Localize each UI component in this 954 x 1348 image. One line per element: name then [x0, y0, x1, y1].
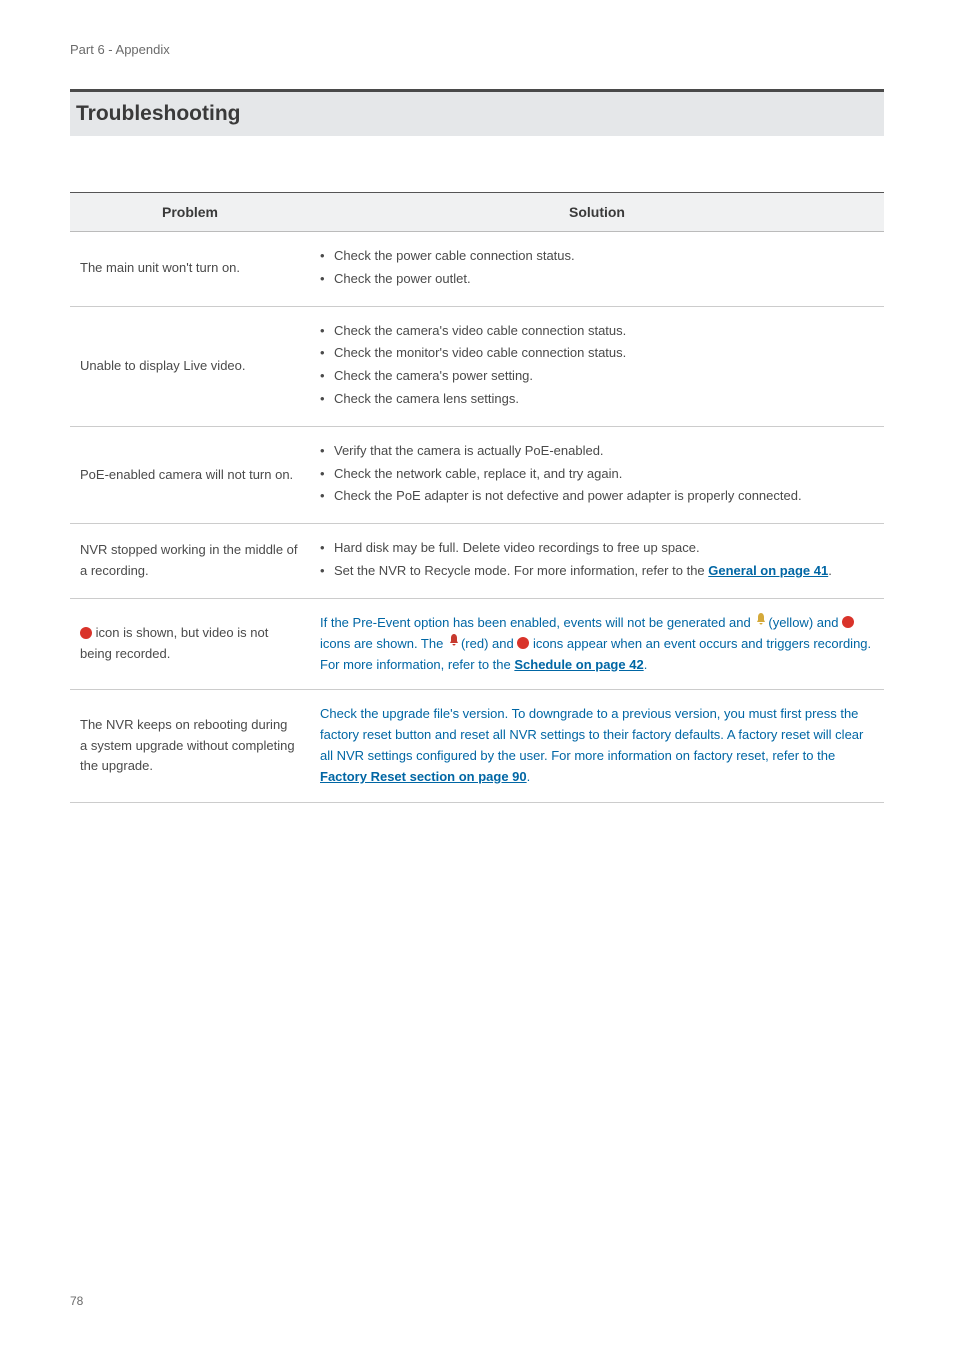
problem-cell: PoE-enabled camera will not turn on. — [70, 426, 310, 523]
text-span: icons are shown. The — [320, 636, 447, 651]
list-item: Check the power outlet. — [320, 269, 872, 290]
record-icon — [842, 616, 854, 628]
factory-reset-link[interactable]: Factory Reset section on page 90 — [320, 769, 527, 784]
solution-cell: Check the power cable connection status.… — [310, 232, 884, 307]
text-span: Check the upgrade file's version. To dow… — [320, 706, 863, 783]
col-header-problem: Problem — [70, 193, 310, 232]
title-bar: Troubleshooting — [70, 89, 884, 136]
problem-cell: icon is shown, but video is not being re… — [70, 598, 310, 690]
table-row: PoE-enabled camera will not turn on. Ver… — [70, 426, 884, 523]
problem-cell: Unable to display Live video. — [70, 306, 310, 426]
list-item: Check the camera's video cable connectio… — [320, 321, 872, 342]
solution-cell: Verify that the camera is actually PoE-e… — [310, 426, 884, 523]
list-item: Set the NVR to Recycle mode. For more in… — [320, 561, 872, 582]
record-icon — [517, 637, 529, 649]
text-span: (yellow) and — [768, 615, 842, 630]
page-title: Troubleshooting — [76, 102, 878, 126]
text-span: If the Pre-Event option has been enabled… — [320, 615, 754, 630]
list-item: Check the camera lens settings. — [320, 389, 872, 410]
record-icon — [80, 627, 92, 639]
table-row: Unable to display Live video. Check the … — [70, 306, 884, 426]
table-row: The NVR keeps on rebooting during a syst… — [70, 690, 884, 802]
bell-red-icon — [447, 633, 461, 654]
solution-cell: Hard disk may be full. Delete video reco… — [310, 524, 884, 599]
solution-cell: Check the upgrade file's version. To dow… — [310, 690, 884, 802]
solution-cell: If the Pre-Event option has been enabled… — [310, 598, 884, 690]
schedule-link[interactable]: Schedule on page 42 — [514, 657, 643, 672]
problem-cell: NVR stopped working in the middle of a r… — [70, 524, 310, 599]
table-row: NVR stopped working in the middle of a r… — [70, 524, 884, 599]
text-span: . — [828, 563, 832, 578]
page-number: 78 — [70, 1294, 83, 1308]
text-span: If the Pre-Event option has been enabled… — [320, 615, 871, 672]
problem-cell: The NVR keeps on rebooting during a syst… — [70, 690, 310, 802]
list-item: Verify that the camera is actually PoE-e… — [320, 441, 872, 462]
list-item: Check the network cable, replace it, and… — [320, 464, 872, 485]
bell-yellow-icon — [754, 612, 768, 633]
text-span: . — [527, 769, 531, 784]
text-span: Check the upgrade file's version. To dow… — [320, 706, 863, 763]
list-item: Hard disk may be full. Delete video reco… — [320, 538, 872, 559]
col-header-solution: Solution — [310, 193, 884, 232]
text-span: (red) and — [461, 636, 517, 651]
general-link[interactable]: General on page 41 — [708, 563, 828, 578]
text-span: Set the NVR to Recycle mode. For more in… — [334, 563, 708, 578]
list-item: Check the camera's power setting. — [320, 366, 872, 387]
problem-cell: The main unit won't turn on. — [70, 232, 310, 307]
list-item: Check the PoE adapter is not defective a… — [320, 486, 872, 507]
troubleshooting-table: Problem Solution The main unit won't tur… — [70, 192, 884, 803]
solution-cell: Check the camera's video cable connectio… — [310, 306, 884, 426]
page-header: Part 6 - Appendix — [70, 42, 884, 57]
text-span: . — [644, 657, 648, 672]
list-item: Check the power cable connection status. — [320, 246, 872, 267]
text-span: icon is shown, but video is not being re… — [80, 625, 268, 661]
table-row: The main unit won't turn on. Check the p… — [70, 232, 884, 307]
list-item: Check the monitor's video cable connecti… — [320, 343, 872, 364]
table-row: icon is shown, but video is not being re… — [70, 598, 884, 690]
